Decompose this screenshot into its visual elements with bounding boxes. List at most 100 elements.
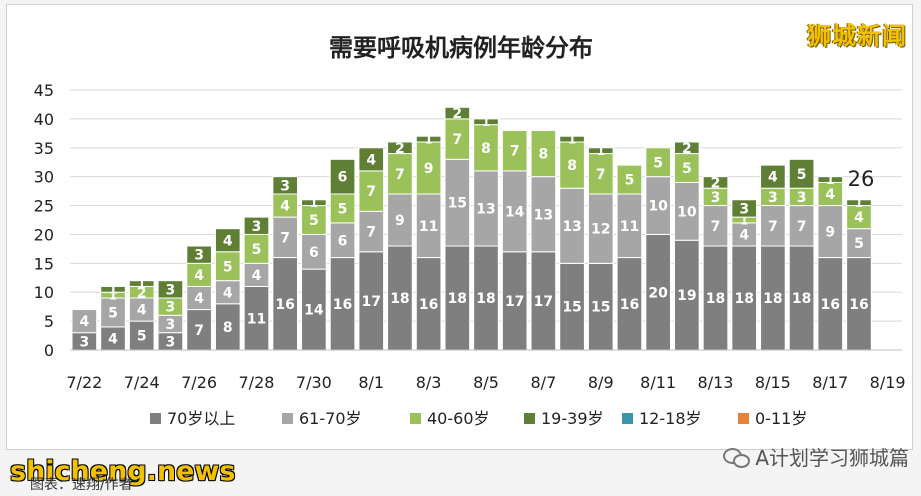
data-label: 5 <box>797 167 807 183</box>
x-tick-label: 8/1 <box>358 373 384 392</box>
data-label: 6 <box>309 245 319 261</box>
bar-segment <box>444 245 471 351</box>
data-label: 5 <box>108 305 118 321</box>
wechat-account: A计划学习狮城篇 <box>723 442 909 471</box>
bar-segment <box>358 210 385 253</box>
data-label: 2 <box>137 285 147 301</box>
data-label: 13 <box>534 207 553 223</box>
bar-segment <box>788 205 815 247</box>
data-label: 18 <box>792 291 811 307</box>
data-label: 7 <box>797 219 807 235</box>
data-label: 18 <box>734 291 753 307</box>
x-tick-label: 7/30 <box>296 373 332 392</box>
data-label: 7 <box>366 184 376 200</box>
legend-swatch <box>524 413 535 424</box>
bar-segment <box>817 205 844 259</box>
bar-segment <box>645 233 671 351</box>
bar-segment <box>559 262 585 351</box>
bar-segment <box>214 228 241 253</box>
x-tick-label: 8/7 <box>531 373 557 392</box>
bar-segment <box>501 170 528 253</box>
data-label: 11 <box>247 311 266 327</box>
data-label: 13 <box>562 219 581 235</box>
bar-segment <box>301 233 327 270</box>
data-label: 7 <box>280 230 290 246</box>
data-label: 1 <box>482 115 490 129</box>
wechat-icon <box>723 447 751 468</box>
data-label: 10 <box>648 199 668 215</box>
data-label: 1 <box>568 132 576 146</box>
bar-segment <box>272 216 299 259</box>
data-label: 3 <box>711 190 721 206</box>
data-label: 5 <box>854 236 864 252</box>
bar-segment <box>645 147 671 178</box>
data-label: 3 <box>280 178 290 194</box>
x-tick-label: 7/26 <box>181 373 217 392</box>
data-label: 4 <box>825 187 835 203</box>
data-label: 11 <box>620 219 639 235</box>
x-tick-label: 8/19 <box>870 373 906 392</box>
total-annotation: 26 <box>848 167 875 191</box>
data-label: 5 <box>682 161 692 177</box>
bar-segment <box>100 285 126 293</box>
x-tick-label: 8/3 <box>416 373 442 392</box>
data-label: 4 <box>854 210 864 226</box>
data-label: 2 <box>452 106 462 122</box>
bar-segment <box>559 187 585 264</box>
data-label: 7 <box>452 132 462 148</box>
bar-segment <box>214 251 241 282</box>
data-label: 6 <box>338 170 348 186</box>
data-label: 17 <box>505 294 524 310</box>
data-label: 5 <box>223 259 233 275</box>
data-label: 1 <box>424 132 432 146</box>
data-label: 1 <box>138 277 146 291</box>
y-tick-label: 20 <box>34 225 54 244</box>
data-label: 3 <box>166 300 176 316</box>
bar-segment <box>415 257 442 351</box>
data-label: 4 <box>739 227 749 243</box>
data-label: 3 <box>252 219 262 235</box>
data-label: 4 <box>108 331 118 347</box>
data-label: 3 <box>166 282 176 298</box>
bar-segment <box>301 199 327 207</box>
legend-swatch <box>150 413 161 424</box>
legend-swatch <box>738 413 749 424</box>
wechat-label: A计划学习狮城篇 <box>755 446 909 470</box>
data-label: 7 <box>194 323 204 339</box>
y-tick-label: 15 <box>34 254 54 273</box>
data-label: 1 <box>855 196 863 210</box>
bar-segment <box>329 257 356 351</box>
data-label: 5 <box>653 155 663 171</box>
x-tick-label: 8/9 <box>588 373 614 392</box>
bar-segment <box>415 135 442 143</box>
bar-segment <box>387 141 413 155</box>
data-label: 1 <box>740 213 748 227</box>
data-label: 4 <box>280 199 290 215</box>
data-label: 7 <box>510 144 520 160</box>
data-label: 19 <box>677 288 696 304</box>
data-label: 16 <box>333 297 352 313</box>
bar-segment <box>587 147 614 155</box>
data-label: 4 <box>768 170 778 186</box>
bar-segment <box>100 297 126 328</box>
data-label: 18 <box>390 291 409 307</box>
bar-segment <box>329 158 356 195</box>
bar-segment <box>387 153 413 195</box>
data-label: 15 <box>591 300 610 316</box>
data-label: 6 <box>338 233 348 249</box>
bar-segment <box>329 193 356 224</box>
bar-segment <box>501 251 528 351</box>
x-tick-label: 8/17 <box>812 373 848 392</box>
bar-segment <box>559 141 585 189</box>
data-label: 17 <box>361 294 380 310</box>
data-label: 4 <box>194 291 204 307</box>
bar-segment <box>616 193 643 259</box>
bar-segment <box>301 268 327 351</box>
bar-segment <box>530 129 557 178</box>
watermark-bottom: shicheng.news <box>10 456 236 487</box>
data-label: 7 <box>768 219 778 235</box>
data-label: 15 <box>448 196 467 212</box>
data-label: 1 <box>310 196 318 210</box>
data-label: 16 <box>275 297 294 313</box>
data-label: 16 <box>620 297 639 313</box>
